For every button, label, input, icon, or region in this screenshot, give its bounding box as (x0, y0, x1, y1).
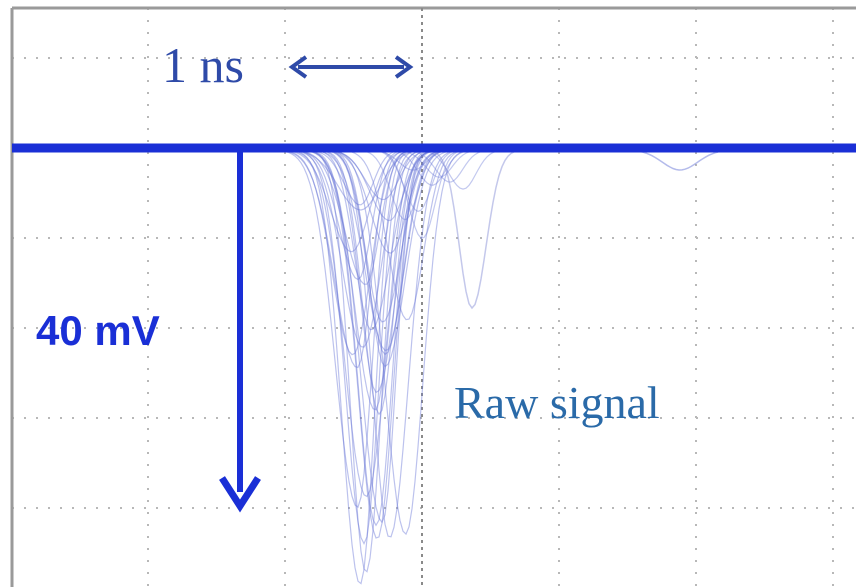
caption: Raw signal (454, 377, 660, 428)
background (0, 0, 856, 587)
scope-screen: 40 mV 1 ns Raw signal (0, 0, 856, 587)
amplitude-label: 40 mV (36, 307, 160, 354)
time-label: 1 ns (162, 37, 244, 93)
page: {"time_label": "1 ns", "amplitude_label"… (0, 0, 856, 587)
